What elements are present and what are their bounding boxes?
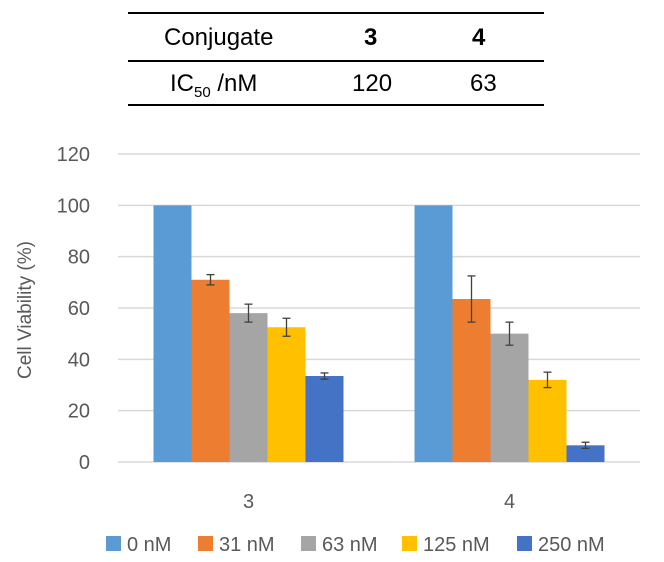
y-axis-label: Cell Viability (%) [15,241,36,379]
legend-label: 31 nM [219,534,275,556]
y-axis-ticks: 0 20 40 60 80 100 120 [57,144,90,474]
legend: 0 nM 31 nM 63 nM 125 nM 250 nM [106,534,605,556]
table-value-conjugate-3: 120 [352,70,393,97]
y-tick-label: 20 [68,401,90,423]
table-header-conjugate-3: 3 [364,24,378,51]
bars [153,205,605,463]
bar [414,205,453,463]
legend-label: 63 nM [322,534,378,556]
x-category-label: 4 [504,491,515,513]
table-mid-rule [128,60,544,62]
y-tick-label: 80 [68,247,90,269]
bar [528,379,567,462]
legend-swatch [301,536,316,551]
bar [566,445,605,462]
legend-swatch [517,536,532,551]
table-row-label: IC50 /nM [170,70,258,101]
legend-label: 250 nM [538,534,605,556]
error-bars [206,273,590,450]
y-tick-label: 0 [79,452,90,474]
legend-swatch [402,536,417,551]
table-top-rule [128,12,544,14]
bar [490,333,529,462]
y-tick-label: 40 [68,349,90,371]
bar [191,279,230,462]
table-value-conjugate-4: 63 [470,70,497,97]
bar [267,327,306,462]
legend-label: 125 nM [423,534,490,556]
legend-label: 0 nM [127,534,171,556]
table-bottom-rule [128,104,544,106]
legend-swatch [106,536,121,551]
bar [305,376,344,462]
y-tick-label: 120 [57,144,90,166]
y-tick-label: 60 [68,298,90,320]
table-header-label: Conjugate [164,24,274,51]
table-header-conjugate-4: 4 [472,24,486,51]
legend-swatch [198,536,213,551]
bar [229,313,268,462]
y-tick-label: 100 [57,195,90,217]
bar [452,299,491,462]
bar [153,205,192,463]
x-category-label: 3 [243,491,254,513]
